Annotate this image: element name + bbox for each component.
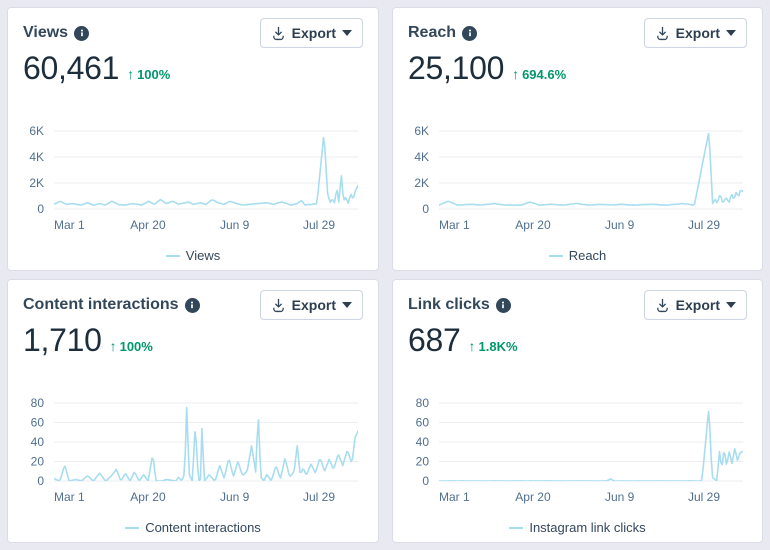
svg-text:80: 80 <box>416 396 430 410</box>
svg-text:6K: 6K <box>29 124 44 138</box>
svg-text:Mar 1: Mar 1 <box>439 490 470 504</box>
svg-text:0: 0 <box>422 202 429 216</box>
svg-text:Apr 20: Apr 20 <box>130 218 166 232</box>
svg-text:Mar 1: Mar 1 <box>54 490 85 504</box>
svg-text:60: 60 <box>31 416 45 430</box>
svg-text:Jul 29: Jul 29 <box>303 218 335 232</box>
svg-text:Jun 9: Jun 9 <box>220 490 250 504</box>
svg-text:6K: 6K <box>414 124 429 138</box>
svg-text:Mar 1: Mar 1 <box>54 218 85 232</box>
svg-text:0: 0 <box>37 202 44 216</box>
svg-text:2K: 2K <box>414 176 429 190</box>
svg-text:20: 20 <box>31 455 45 469</box>
svg-text:2K: 2K <box>29 176 44 190</box>
svg-text:0: 0 <box>37 474 44 488</box>
svg-text:4K: 4K <box>29 150 44 164</box>
svg-text:20: 20 <box>416 455 430 469</box>
svg-text:Jul 29: Jul 29 <box>688 490 720 504</box>
svg-text:Jul 29: Jul 29 <box>303 490 335 504</box>
svg-text:Apr 20: Apr 20 <box>515 490 551 504</box>
svg-text:60: 60 <box>416 416 430 430</box>
svg-text:40: 40 <box>416 435 430 449</box>
svg-text:Jun 9: Jun 9 <box>605 218 635 232</box>
svg-text:4K: 4K <box>414 150 429 164</box>
svg-text:0: 0 <box>422 474 429 488</box>
svg-text:80: 80 <box>31 396 45 410</box>
svg-text:Jun 9: Jun 9 <box>220 218 250 232</box>
svg-text:Apr 20: Apr 20 <box>515 218 551 232</box>
svg-text:Mar 1: Mar 1 <box>439 218 470 232</box>
svg-text:Jul 29: Jul 29 <box>688 218 720 232</box>
svg-text:40: 40 <box>31 435 45 449</box>
svg-text:Apr 20: Apr 20 <box>130 490 166 504</box>
svg-text:Jun 9: Jun 9 <box>605 490 635 504</box>
